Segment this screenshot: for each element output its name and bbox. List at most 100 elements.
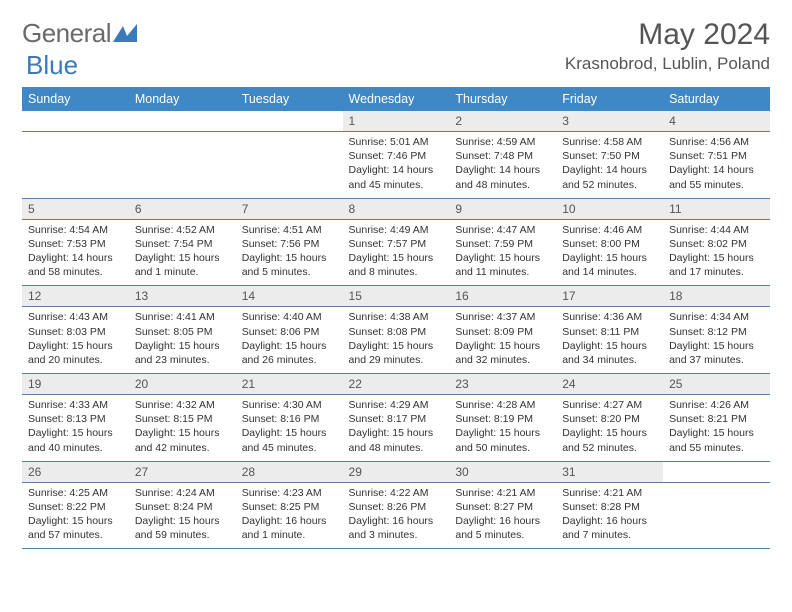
day-number-row: 567891011 (22, 198, 770, 219)
sunrise-text: Sunrise: 4:51 AM (242, 223, 337, 237)
day-detail-cell: Sunrise: 4:59 AMSunset: 7:48 PMDaylight:… (449, 132, 556, 199)
day-number-cell (663, 461, 770, 482)
sunrise-text: Sunrise: 4:58 AM (562, 135, 657, 149)
day-detail-cell (663, 482, 770, 549)
sunrise-text: Sunrise: 4:29 AM (349, 398, 444, 412)
day-number-cell: 20 (129, 374, 236, 395)
daylight-text: Daylight: 14 hours and 48 minutes. (455, 163, 550, 191)
sunset-text: Sunset: 8:26 PM (349, 500, 444, 514)
sunset-text: Sunset: 8:22 PM (28, 500, 123, 514)
sunrise-text: Sunrise: 4:52 AM (135, 223, 230, 237)
sunset-text: Sunset: 7:57 PM (349, 237, 444, 251)
day-detail-row: Sunrise: 5:01 AMSunset: 7:46 PMDaylight:… (22, 132, 770, 199)
day-detail-cell (129, 132, 236, 199)
sunrise-text: Sunrise: 4:33 AM (28, 398, 123, 412)
daylight-text: Daylight: 15 hours and 40 minutes. (28, 426, 123, 454)
location-text: Krasnobrod, Lublin, Poland (565, 54, 770, 74)
logo-icon (111, 18, 137, 49)
daylight-text: Daylight: 15 hours and 59 minutes. (135, 514, 230, 542)
sunrise-text: Sunrise: 4:38 AM (349, 310, 444, 324)
sunrise-text: Sunrise: 4:43 AM (28, 310, 123, 324)
sunset-text: Sunset: 8:06 PM (242, 325, 337, 339)
brand-logo: General (22, 18, 137, 49)
day-detail-cell: Sunrise: 4:46 AMSunset: 8:00 PMDaylight:… (556, 219, 663, 286)
daylight-text: Daylight: 15 hours and 37 minutes. (669, 339, 764, 367)
day-number-cell: 5 (22, 198, 129, 219)
daylight-text: Daylight: 16 hours and 3 minutes. (349, 514, 444, 542)
day-detail-cell: Sunrise: 4:32 AMSunset: 8:15 PMDaylight:… (129, 395, 236, 462)
day-number-cell: 28 (236, 461, 343, 482)
sunrise-text: Sunrise: 4:59 AM (455, 135, 550, 149)
calendar-table: Sunday Monday Tuesday Wednesday Thursday… (22, 87, 770, 549)
daylight-text: Daylight: 14 hours and 55 minutes. (669, 163, 764, 191)
day-detail-cell (236, 132, 343, 199)
day-number-row: 12131415161718 (22, 286, 770, 307)
sunrise-text: Sunrise: 4:47 AM (455, 223, 550, 237)
day-detail-cell: Sunrise: 4:33 AMSunset: 8:13 PMDaylight:… (22, 395, 129, 462)
sunrise-text: Sunrise: 4:54 AM (28, 223, 123, 237)
calendar-page: General May 2024 Krasnobrod, Lublin, Pol… (0, 0, 792, 567)
day-number-cell: 9 (449, 198, 556, 219)
sunrise-text: Sunrise: 4:49 AM (349, 223, 444, 237)
sunset-text: Sunset: 8:02 PM (669, 237, 764, 251)
sunset-text: Sunset: 8:21 PM (669, 412, 764, 426)
day-number-cell: 31 (556, 461, 663, 482)
sunrise-text: Sunrise: 4:34 AM (669, 310, 764, 324)
sunrise-text: Sunrise: 4:37 AM (455, 310, 550, 324)
sunset-text: Sunset: 8:16 PM (242, 412, 337, 426)
day-number-cell: 11 (663, 198, 770, 219)
sunrise-text: Sunrise: 4:40 AM (242, 310, 337, 324)
day-detail-cell: Sunrise: 4:54 AMSunset: 7:53 PMDaylight:… (22, 219, 129, 286)
day-detail-cell: Sunrise: 5:01 AMSunset: 7:46 PMDaylight:… (343, 132, 450, 199)
day-number-row: 1234 (22, 111, 770, 132)
day-detail-cell: Sunrise: 4:37 AMSunset: 8:09 PMDaylight:… (449, 307, 556, 374)
day-number-cell: 26 (22, 461, 129, 482)
daylight-text: Daylight: 15 hours and 11 minutes. (455, 251, 550, 279)
day-detail-cell: Sunrise: 4:43 AMSunset: 8:03 PMDaylight:… (22, 307, 129, 374)
day-number-cell: 22 (343, 374, 450, 395)
sunset-text: Sunset: 7:48 PM (455, 149, 550, 163)
day-detail-cell: Sunrise: 4:29 AMSunset: 8:17 PMDaylight:… (343, 395, 450, 462)
daylight-text: Daylight: 15 hours and 57 minutes. (28, 514, 123, 542)
weekday-header: Tuesday (236, 87, 343, 111)
day-number-row: 262728293031 (22, 461, 770, 482)
day-number-cell: 3 (556, 111, 663, 132)
daylight-text: Daylight: 15 hours and 34 minutes. (562, 339, 657, 367)
day-detail-cell: Sunrise: 4:40 AMSunset: 8:06 PMDaylight:… (236, 307, 343, 374)
day-detail-cell: Sunrise: 4:23 AMSunset: 8:25 PMDaylight:… (236, 482, 343, 549)
weekday-header: Sunday (22, 87, 129, 111)
weekday-header: Wednesday (343, 87, 450, 111)
sunset-text: Sunset: 8:03 PM (28, 325, 123, 339)
day-number-cell: 10 (556, 198, 663, 219)
sunset-text: Sunset: 8:13 PM (28, 412, 123, 426)
sunrise-text: Sunrise: 4:30 AM (242, 398, 337, 412)
day-number-cell (129, 111, 236, 132)
day-number-cell: 13 (129, 286, 236, 307)
sunrise-text: Sunrise: 4:36 AM (562, 310, 657, 324)
daylight-text: Daylight: 16 hours and 5 minutes. (455, 514, 550, 542)
sunrise-text: Sunrise: 4:21 AM (455, 486, 550, 500)
sunrise-text: Sunrise: 4:46 AM (562, 223, 657, 237)
sunrise-text: Sunrise: 4:32 AM (135, 398, 230, 412)
weekday-header: Friday (556, 87, 663, 111)
day-detail-cell: Sunrise: 4:36 AMSunset: 8:11 PMDaylight:… (556, 307, 663, 374)
day-detail-cell: Sunrise: 4:21 AMSunset: 8:28 PMDaylight:… (556, 482, 663, 549)
day-detail-cell: Sunrise: 4:38 AMSunset: 8:08 PMDaylight:… (343, 307, 450, 374)
sunset-text: Sunset: 8:12 PM (669, 325, 764, 339)
day-detail-cell: Sunrise: 4:28 AMSunset: 8:19 PMDaylight:… (449, 395, 556, 462)
day-detail-cell: Sunrise: 4:52 AMSunset: 7:54 PMDaylight:… (129, 219, 236, 286)
sunrise-text: Sunrise: 5:01 AM (349, 135, 444, 149)
day-detail-cell: Sunrise: 4:27 AMSunset: 8:20 PMDaylight:… (556, 395, 663, 462)
day-number-cell: 18 (663, 286, 770, 307)
weekday-header: Thursday (449, 87, 556, 111)
sunrise-text: Sunrise: 4:25 AM (28, 486, 123, 500)
daylight-text: Daylight: 16 hours and 7 minutes. (562, 514, 657, 542)
sunset-text: Sunset: 7:56 PM (242, 237, 337, 251)
daylight-text: Daylight: 15 hours and 5 minutes. (242, 251, 337, 279)
daylight-text: Daylight: 15 hours and 20 minutes. (28, 339, 123, 367)
brand-part1: General (22, 18, 111, 49)
day-detail-cell: Sunrise: 4:47 AMSunset: 7:59 PMDaylight:… (449, 219, 556, 286)
brand-part2: Blue (26, 50, 78, 80)
sunrise-text: Sunrise: 4:44 AM (669, 223, 764, 237)
daylight-text: Daylight: 15 hours and 23 minutes. (135, 339, 230, 367)
